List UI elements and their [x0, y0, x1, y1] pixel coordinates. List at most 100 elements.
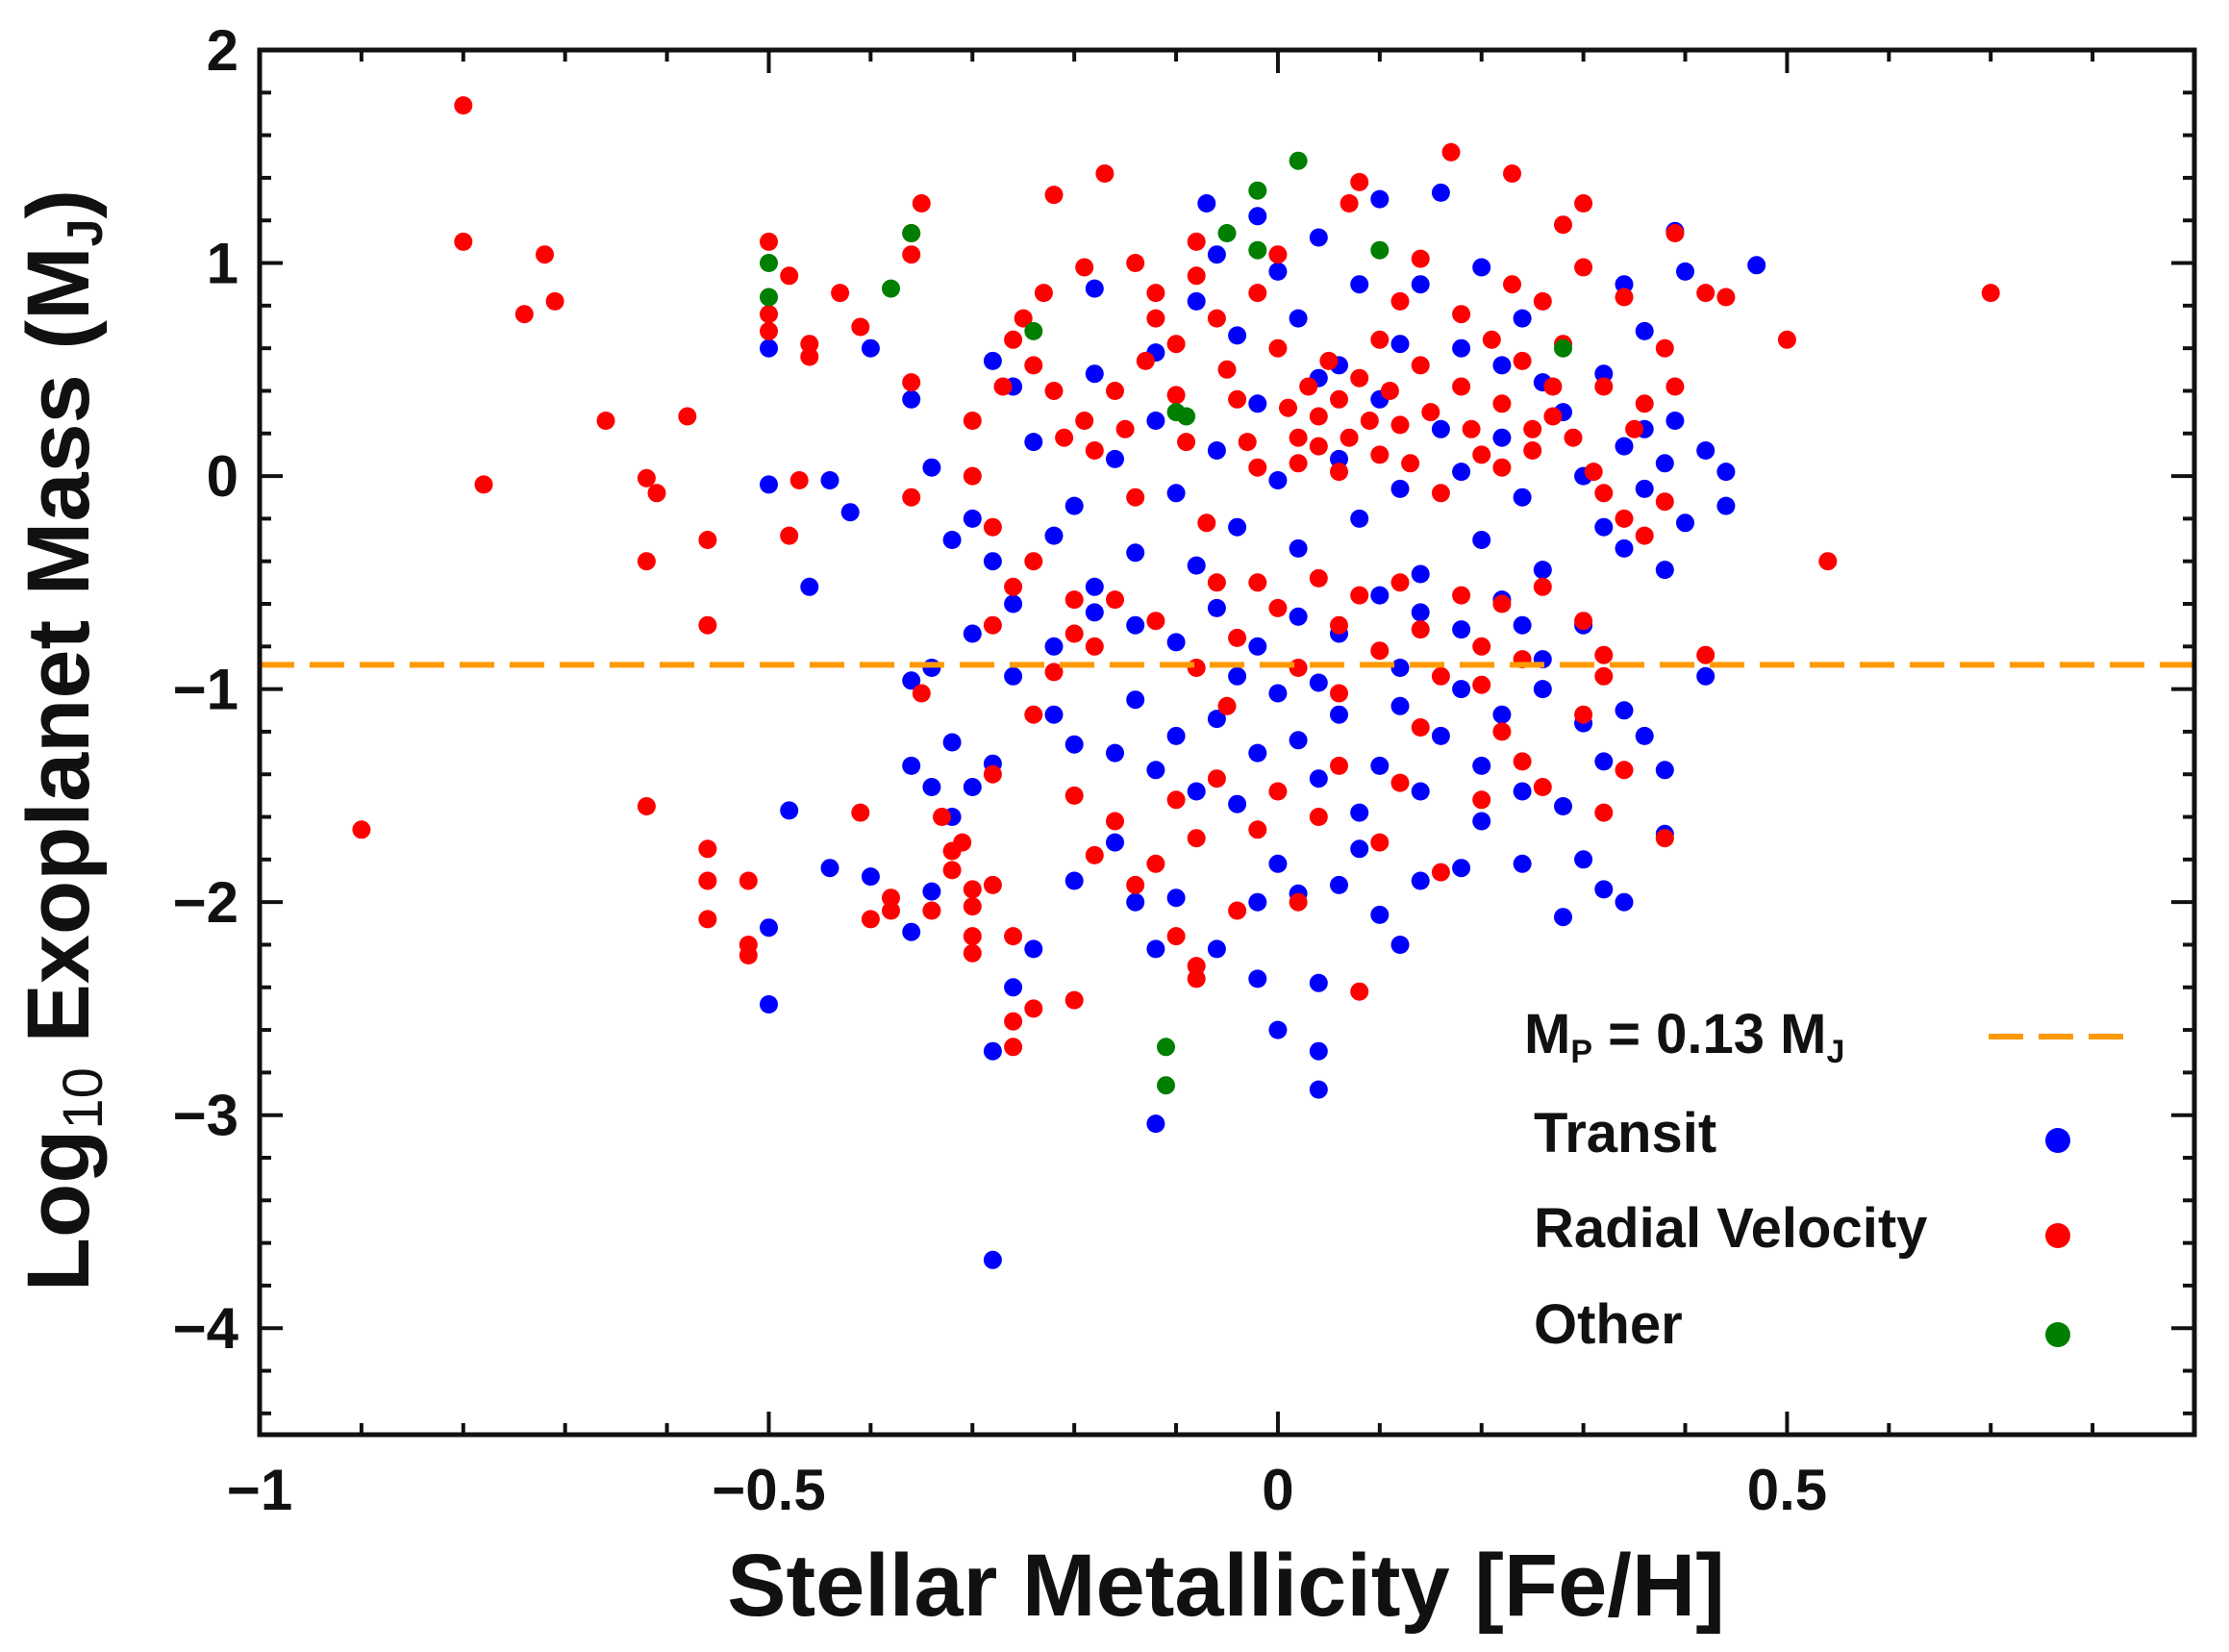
data-point-transit [1146, 939, 1165, 959]
data-point-transit [1024, 939, 1043, 959]
data-point-radial-velocity [1268, 245, 1288, 264]
data-point-transit [1106, 833, 1124, 852]
data-point-radial-velocity [1380, 382, 1399, 400]
data-point-transit [1411, 871, 1430, 890]
data-point-transit [1492, 428, 1512, 447]
data-point-radial-velocity [1126, 254, 1145, 272]
data-point-transit [1655, 761, 1674, 780]
data-point-radial-velocity [1390, 773, 1410, 792]
data-point-radial-velocity [1492, 594, 1512, 613]
data-point-radial-velocity [1777, 330, 1796, 349]
x-axis-label: Stellar Metallicity [Fe/H] [727, 1537, 1725, 1635]
data-point-radial-velocity [1106, 812, 1124, 831]
data-point-radial-velocity [1309, 808, 1328, 826]
data-point-transit [1594, 880, 1614, 899]
data-point-transit [922, 882, 941, 901]
data-point-radial-velocity [1330, 389, 1348, 409]
data-point-transit [1248, 743, 1267, 763]
data-point-transit [760, 918, 778, 938]
data-point-radial-velocity [800, 347, 819, 366]
data-point-radial-velocity [1574, 194, 1593, 213]
data-point-radial-velocity [474, 475, 493, 494]
data-point-radial-velocity [1513, 752, 1532, 771]
data-point-transit [1615, 892, 1634, 912]
data-point-radial-velocity [760, 321, 778, 340]
data-point-radial-velocity [1452, 377, 1471, 396]
data-point-radial-velocity [1350, 586, 1369, 605]
data-point-transit [1004, 594, 1023, 613]
axis-ticks [258, 48, 2196, 1435]
data-point-transit [983, 552, 1002, 571]
data-point-radial-velocity [1615, 761, 1634, 780]
data-point-transit [1268, 1020, 1288, 1039]
data-point-radial-velocity [1319, 351, 1339, 370]
data-point-transit [1166, 726, 1186, 745]
legend-other-marker [2045, 1322, 2070, 1347]
y-tick-label: 1 [207, 232, 238, 296]
data-point-radial-velocity [454, 232, 473, 251]
data-point-transit [1635, 726, 1654, 745]
data-point-transit [1370, 905, 1390, 924]
data-point-radial-velocity [1330, 756, 1348, 775]
data-point-radial-velocity [1431, 484, 1450, 503]
data-point-radial-velocity [1024, 705, 1043, 724]
data-point-radial-velocity [1106, 590, 1124, 610]
data-point-transit [1248, 637, 1267, 656]
data-point-transit [1452, 338, 1471, 358]
data-point-radial-velocity [1350, 982, 1369, 1001]
data-point-radial-velocity [1594, 484, 1614, 503]
data-point-radial-velocity [1390, 573, 1410, 592]
data-point-radial-velocity [637, 552, 656, 571]
data-point-radial-velocity [1340, 194, 1359, 213]
data-point-transit [1615, 701, 1634, 720]
data-point-radial-velocity [1187, 957, 1206, 976]
data-point-radial-velocity [1696, 645, 1716, 664]
data-point-radial-velocity [1228, 389, 1247, 409]
data-point-transit [1390, 659, 1410, 677]
legend-transit-marker [2045, 1128, 2070, 1153]
data-point-radial-velocity [1024, 999, 1043, 1018]
data-point-transit [1452, 680, 1471, 699]
data-point-transit [1309, 1041, 1328, 1061]
data-point-transit [1492, 705, 1512, 724]
data-point-radial-velocity [1716, 288, 1736, 307]
data-point-transit [1676, 262, 1694, 281]
data-point-radial-velocity [1452, 305, 1471, 324]
data-point-radial-velocity [1523, 419, 1542, 438]
data-point-radial-velocity [1665, 224, 1685, 242]
data-point-transit [861, 867, 880, 887]
data-point-radial-velocity [851, 317, 870, 337]
data-point-transit [861, 338, 880, 358]
data-point-transit [1533, 561, 1552, 580]
data-point-radial-velocity [698, 910, 717, 929]
data-point-transit [820, 859, 839, 878]
data-point-transit [1207, 441, 1226, 460]
data-point-transit [1554, 797, 1572, 815]
data-point-transit [1044, 637, 1064, 656]
data-point-transit [1390, 479, 1410, 498]
data-point-radial-velocity [1187, 266, 1206, 286]
data-point-radial-velocity [983, 875, 1002, 894]
data-point-radial-velocity [1350, 368, 1369, 388]
data-point-radial-velocity [1064, 590, 1084, 610]
data-point-radial-velocity [1472, 790, 1491, 810]
data-point-other [902, 224, 921, 242]
data-point-radial-velocity [789, 471, 809, 489]
data-point-transit [1431, 419, 1450, 438]
data-point-transit [1696, 441, 1716, 460]
x-tick-label: −1 [227, 1458, 292, 1522]
data-point-radial-velocity [1584, 463, 1603, 482]
data-point-transit [1024, 433, 1043, 452]
data-point-radial-velocity [1075, 258, 1094, 277]
y-axis-label-main: Exoplanet Mass (M [10, 246, 108, 1067]
data-point-radial-velocity [1981, 284, 2000, 303]
data-point-transit [1615, 437, 1634, 456]
data-point-radial-velocity [831, 284, 850, 303]
data-point-transit [983, 351, 1002, 370]
data-point-radial-velocity [1635, 526, 1654, 545]
data-point-transit [1655, 454, 1674, 473]
data-point-radial-velocity [1146, 612, 1165, 631]
data-point-transit [1696, 666, 1716, 686]
data-point-transit [1390, 335, 1410, 354]
x-tick-labels: −1 −0.5 0 0.5 [227, 1458, 1827, 1522]
